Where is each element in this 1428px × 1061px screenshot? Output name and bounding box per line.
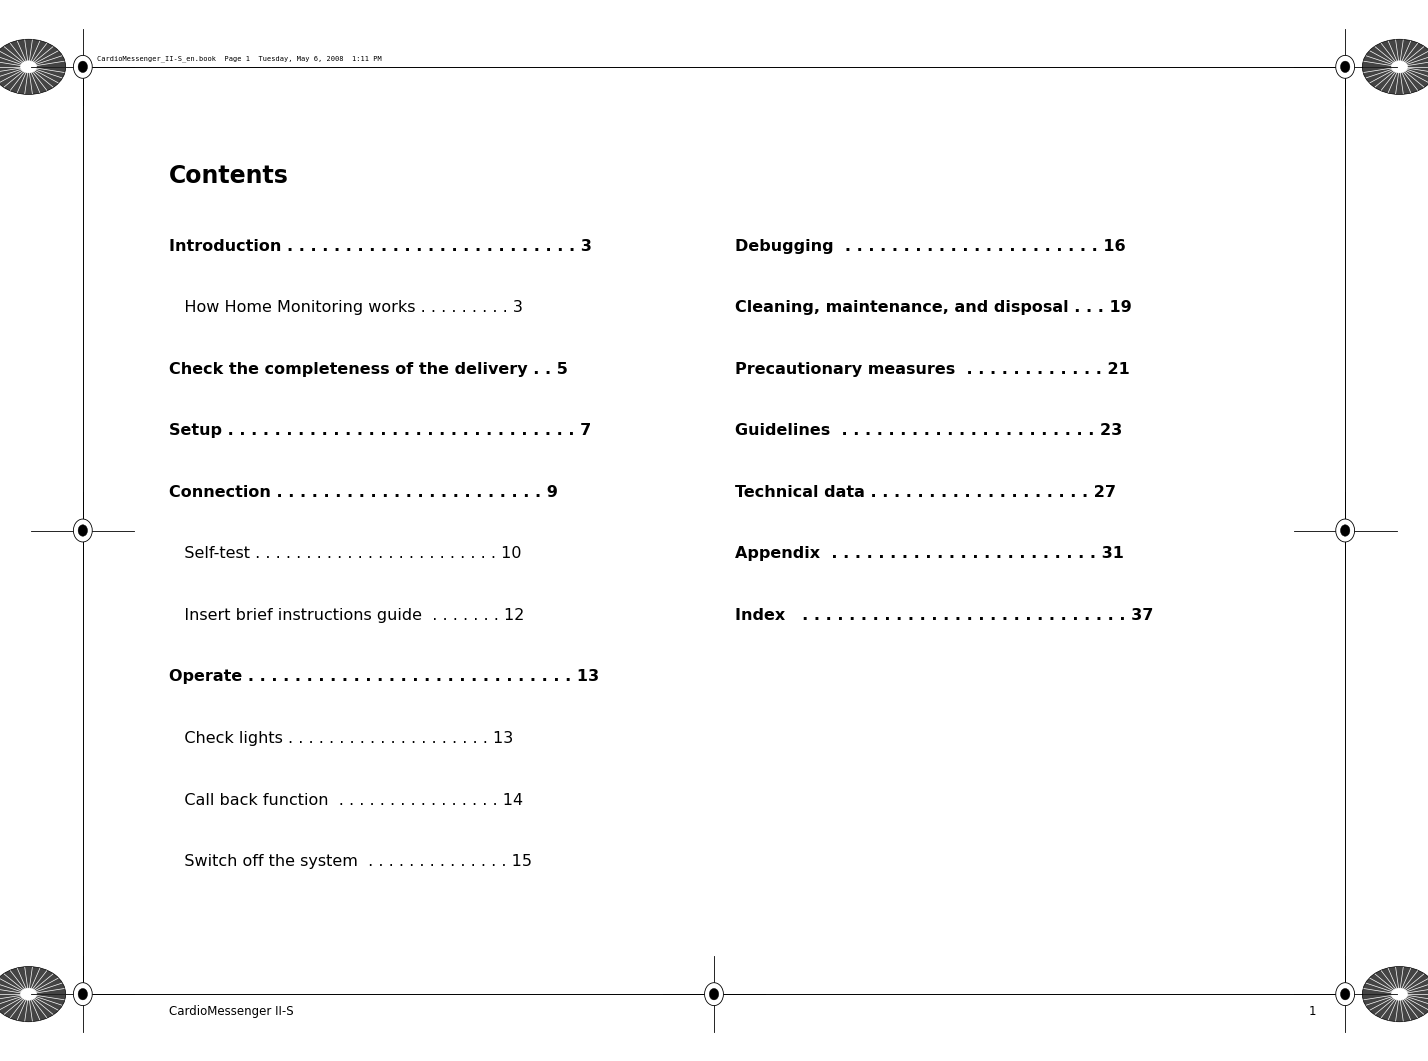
Circle shape [1391, 60, 1408, 73]
Circle shape [20, 988, 37, 1001]
Ellipse shape [704, 982, 724, 1006]
Ellipse shape [79, 525, 87, 536]
Text: How Home Monitoring works . . . . . . . . . 3: How Home Monitoring works . . . . . . . … [169, 300, 523, 315]
Ellipse shape [73, 519, 93, 542]
Text: Connection . . . . . . . . . . . . . . . . . . . . . . . 9: Connection . . . . . . . . . . . . . . .… [169, 485, 557, 500]
Text: Setup . . . . . . . . . . . . . . . . . . . . . . . . . . . . . . 7: Setup . . . . . . . . . . . . . . . . . … [169, 423, 591, 438]
Ellipse shape [1341, 989, 1349, 999]
Text: Guidelines  . . . . . . . . . . . . . . . . . . . . . . 23: Guidelines . . . . . . . . . . . . . . .… [735, 423, 1122, 438]
Text: Index   . . . . . . . . . . . . . . . . . . . . . . . . . . . . 37: Index . . . . . . . . . . . . . . . . . … [735, 608, 1154, 623]
Ellipse shape [73, 982, 93, 1006]
Circle shape [0, 967, 66, 1022]
Ellipse shape [1335, 519, 1355, 542]
Circle shape [0, 39, 66, 94]
Ellipse shape [79, 989, 87, 999]
Text: Check lights . . . . . . . . . . . . . . . . . . . . 13: Check lights . . . . . . . . . . . . . .… [169, 731, 513, 746]
Text: Debugging  . . . . . . . . . . . . . . . . . . . . . . 16: Debugging . . . . . . . . . . . . . . . … [735, 239, 1127, 254]
Text: Check the completeness of the delivery . . 5: Check the completeness of the delivery .… [169, 362, 567, 377]
Circle shape [1362, 967, 1428, 1022]
Circle shape [1362, 39, 1428, 94]
Text: 1: 1 [1309, 1005, 1317, 1017]
Text: Operate . . . . . . . . . . . . . . . . . . . . . . . . . . . . 13: Operate . . . . . . . . . . . . . . . . … [169, 669, 598, 684]
Text: Insert brief instructions guide  . . . . . . . 12: Insert brief instructions guide . . . . … [169, 608, 524, 623]
Text: Precautionary measures  . . . . . . . . . . . . 21: Precautionary measures . . . . . . . . .… [735, 362, 1130, 377]
Circle shape [1391, 988, 1408, 1001]
Ellipse shape [710, 989, 718, 999]
Text: CardioMessenger II-S: CardioMessenger II-S [169, 1005, 293, 1017]
Ellipse shape [1335, 55, 1355, 79]
Ellipse shape [1341, 525, 1349, 536]
Text: Self-test . . . . . . . . . . . . . . . . . . . . . . . . 10: Self-test . . . . . . . . . . . . . . . … [169, 546, 521, 561]
Ellipse shape [1341, 62, 1349, 72]
Text: CardioMessenger_II-S_en.book  Page 1  Tuesday, May 6, 2008  1:11 PM: CardioMessenger_II-S_en.book Page 1 Tues… [97, 55, 381, 62]
Text: Technical data . . . . . . . . . . . . . . . . . . . 27: Technical data . . . . . . . . . . . . .… [735, 485, 1117, 500]
Text: Call back function  . . . . . . . . . . . . . . . . 14: Call back function . . . . . . . . . . .… [169, 793, 523, 807]
Text: Switch off the system  . . . . . . . . . . . . . . 15: Switch off the system . . . . . . . . . … [169, 854, 531, 869]
Ellipse shape [79, 62, 87, 72]
Ellipse shape [73, 55, 93, 79]
Ellipse shape [1335, 982, 1355, 1006]
Text: Introduction . . . . . . . . . . . . . . . . . . . . . . . . . 3: Introduction . . . . . . . . . . . . . .… [169, 239, 591, 254]
Circle shape [20, 60, 37, 73]
Text: Appendix  . . . . . . . . . . . . . . . . . . . . . . . 31: Appendix . . . . . . . . . . . . . . . .… [735, 546, 1124, 561]
Text: Cleaning, maintenance, and disposal . . . 19: Cleaning, maintenance, and disposal . . … [735, 300, 1132, 315]
Text: Contents: Contents [169, 164, 288, 189]
